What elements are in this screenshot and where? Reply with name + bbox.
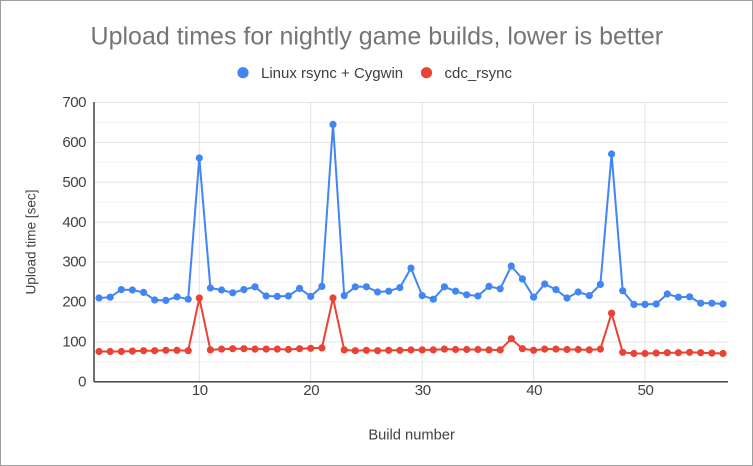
svg-text:Upload times for nightly game: Upload times for nightly game builds, lo… xyxy=(91,23,664,51)
svg-text:Linux rsync + Cygwin: Linux rsync + Cygwin xyxy=(261,65,403,82)
svg-text:Build number: Build number xyxy=(368,428,455,444)
svg-text:200: 200 xyxy=(62,294,86,311)
svg-text:10: 10 xyxy=(192,382,208,399)
svg-text:50: 50 xyxy=(638,382,654,399)
svg-text:40: 40 xyxy=(526,382,542,399)
svg-text:600: 600 xyxy=(62,134,86,151)
svg-text:500: 500 xyxy=(62,174,86,191)
svg-text:100: 100 xyxy=(62,334,86,351)
svg-text:20: 20 xyxy=(303,382,319,399)
svg-text:300: 300 xyxy=(62,254,86,271)
svg-text:30: 30 xyxy=(415,382,431,399)
svg-text:cdc_rsync: cdc_rsync xyxy=(445,65,513,82)
svg-text:Upload time [sec]: Upload time [sec] xyxy=(24,189,39,294)
svg-text:0: 0 xyxy=(78,373,86,390)
svg-text:400: 400 xyxy=(62,214,86,231)
svg-text:700: 700 xyxy=(62,94,86,111)
